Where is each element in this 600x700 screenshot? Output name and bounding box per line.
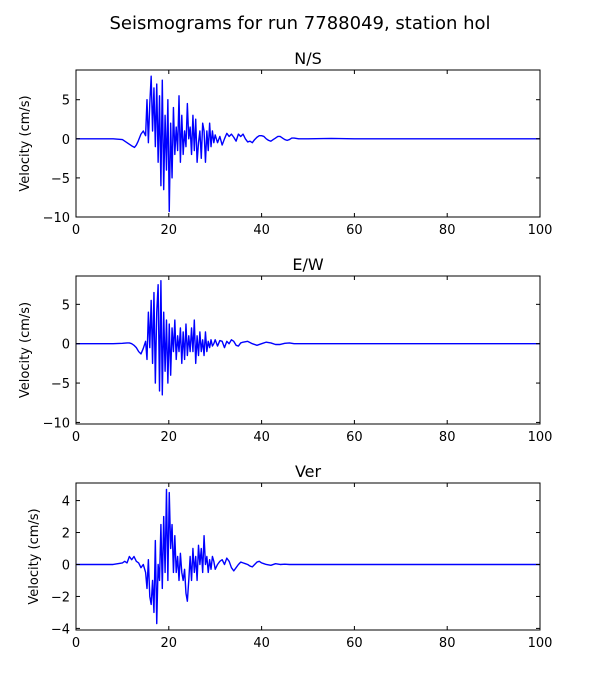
axes-frame bbox=[75, 482, 541, 631]
x-tick-label: 40 bbox=[253, 636, 270, 651]
panel-ew: E/W 0 20 40 60 80 100 −10 −5 0 5 Velocity (cm/s) bbox=[18, 255, 552, 445]
y-tick-label: 0 bbox=[62, 338, 70, 353]
x-tick-label: 0 bbox=[72, 430, 80, 445]
axes-frame bbox=[75, 69, 541, 218]
y-tick-label: 0 bbox=[62, 558, 70, 573]
y-axis-label: Velocity (cm/s) bbox=[18, 95, 33, 191]
panel-title: Ver bbox=[295, 462, 322, 481]
y-tick-label: 0 bbox=[62, 133, 70, 148]
y-tick-label: 2 bbox=[62, 527, 70, 542]
panel-ver: Ver 0 20 40 60 80 100 −4 −2 0 2 4 Velocity (cm/s) bbox=[27, 462, 552, 651]
x-tick-label: 100 bbox=[528, 430, 553, 445]
y-tick-label: 5 bbox=[62, 298, 70, 313]
y-tick-label: −5 bbox=[51, 172, 70, 187]
x-tick-label: 40 bbox=[253, 223, 270, 238]
x-tick-label: 80 bbox=[439, 636, 456, 651]
panel-title: N/S bbox=[294, 49, 322, 68]
axes-frame bbox=[75, 275, 541, 425]
y-tick-label: 4 bbox=[62, 495, 70, 510]
y-tick-label: −4 bbox=[51, 622, 70, 637]
series-line-ew bbox=[76, 280, 540, 396]
y-tick-label: −10 bbox=[43, 416, 70, 431]
panel-ns: N/S 0 20 40 60 80 100 −10 −5 0 5 Velocity (cm/s) bbox=[18, 49, 552, 238]
x-tick-label: 0 bbox=[72, 636, 80, 651]
x-tick-label: 80 bbox=[439, 430, 456, 445]
x-tick-label: 80 bbox=[439, 223, 456, 238]
x-tick-label: 60 bbox=[346, 223, 363, 238]
figure-title: Seismograms for run 7788049, station hol bbox=[109, 13, 490, 34]
panel-title: E/W bbox=[292, 255, 324, 274]
y-tick-label: −5 bbox=[51, 377, 70, 392]
y-tick-label: 5 bbox=[62, 94, 70, 109]
x-tick-label: 60 bbox=[346, 430, 363, 445]
series-line-ns bbox=[76, 75, 540, 213]
x-tick-label: 20 bbox=[161, 636, 178, 651]
x-tick-label: 40 bbox=[253, 430, 270, 445]
x-tick-label: 100 bbox=[528, 223, 553, 238]
y-axis-label: Velocity (cm/s) bbox=[27, 508, 42, 604]
x-tick-label: 60 bbox=[346, 636, 363, 651]
x-tick-label: 0 bbox=[72, 223, 80, 238]
y-tick-label: −10 bbox=[43, 211, 70, 226]
series-line-ver bbox=[76, 488, 540, 625]
x-tick-label: 100 bbox=[528, 636, 553, 651]
y-tick-label: −2 bbox=[51, 590, 70, 605]
x-tick-label: 20 bbox=[161, 223, 178, 238]
y-axis-label: Velocity (cm/s) bbox=[18, 302, 33, 398]
x-tick-label: 20 bbox=[161, 430, 178, 445]
